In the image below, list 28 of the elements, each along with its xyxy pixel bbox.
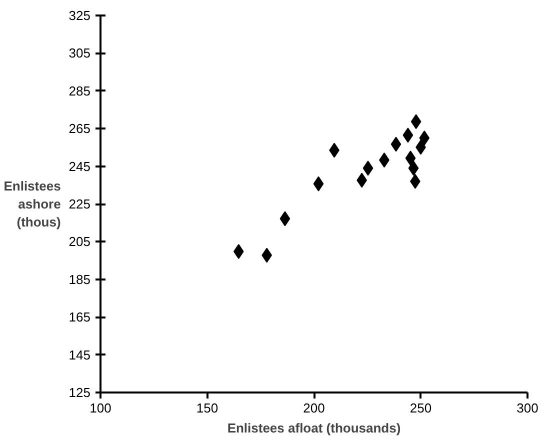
x-tick-label: 300 bbox=[516, 400, 538, 416]
y-tick-label: 205 bbox=[68, 234, 91, 250]
y-tick-label: 125 bbox=[68, 385, 91, 400]
y-tick-label: 185 bbox=[68, 272, 91, 287]
point bbox=[419, 130, 430, 146]
point bbox=[362, 160, 374, 176]
y-tick-label: 145 bbox=[68, 347, 91, 362]
point bbox=[280, 211, 290, 226]
y-tick-label: 245 bbox=[68, 158, 91, 174]
y-axis-title: Enlistees ashore (thous) bbox=[4, 178, 61, 230]
x-tick-label: 100 bbox=[90, 400, 112, 416]
x-axis-title: Enlistees afloat (thousands) bbox=[227, 420, 401, 436]
point bbox=[402, 128, 414, 143]
point bbox=[233, 244, 244, 259]
point bbox=[408, 160, 419, 176]
point bbox=[313, 176, 324, 192]
point bbox=[410, 114, 422, 130]
y-tick-label: 285 bbox=[68, 83, 91, 98]
y-tick-label: 305 bbox=[68, 46, 91, 61]
y-tick-label: 165 bbox=[68, 310, 91, 325]
x-tick-label: 250 bbox=[410, 400, 432, 416]
y-tick-label: 225 bbox=[68, 196, 91, 212]
point bbox=[405, 150, 416, 166]
x-tick-label: 150 bbox=[196, 400, 218, 416]
y-tick-label: 265 bbox=[68, 121, 91, 136]
point bbox=[390, 136, 402, 152]
x-tick-label: 200 bbox=[303, 400, 325, 416]
y-tick-label: 325 bbox=[68, 8, 91, 23]
